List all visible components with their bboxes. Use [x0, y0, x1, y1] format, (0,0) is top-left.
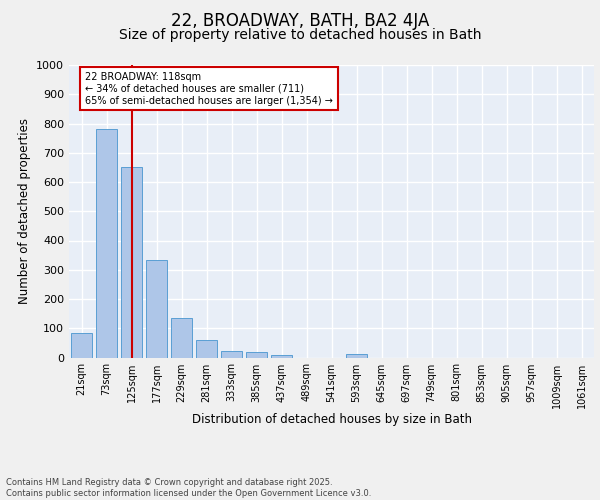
Bar [121, 168, 142, 358]
Y-axis label: Number of detached properties: Number of detached properties [17, 118, 31, 304]
Bar [246, 352, 267, 358]
Bar [146, 260, 167, 358]
Bar [71, 332, 92, 357]
Bar [271, 354, 292, 358]
Text: 22, BROADWAY, BATH, BA2 4JA: 22, BROADWAY, BATH, BA2 4JA [171, 12, 429, 30]
Text: Size of property relative to detached houses in Bath: Size of property relative to detached ho… [119, 28, 481, 42]
X-axis label: Distribution of detached houses by size in Bath: Distribution of detached houses by size … [191, 413, 472, 426]
Text: Contains HM Land Registry data © Crown copyright and database right 2025.
Contai: Contains HM Land Registry data © Crown c… [6, 478, 371, 498]
Bar [96, 130, 117, 358]
Bar [171, 318, 192, 358]
Bar [196, 340, 217, 357]
Bar [346, 354, 367, 358]
Text: 22 BROADWAY: 118sqm
← 34% of detached houses are smaller (711)
65% of semi-detac: 22 BROADWAY: 118sqm ← 34% of detached ho… [85, 72, 333, 106]
Bar [221, 351, 242, 358]
